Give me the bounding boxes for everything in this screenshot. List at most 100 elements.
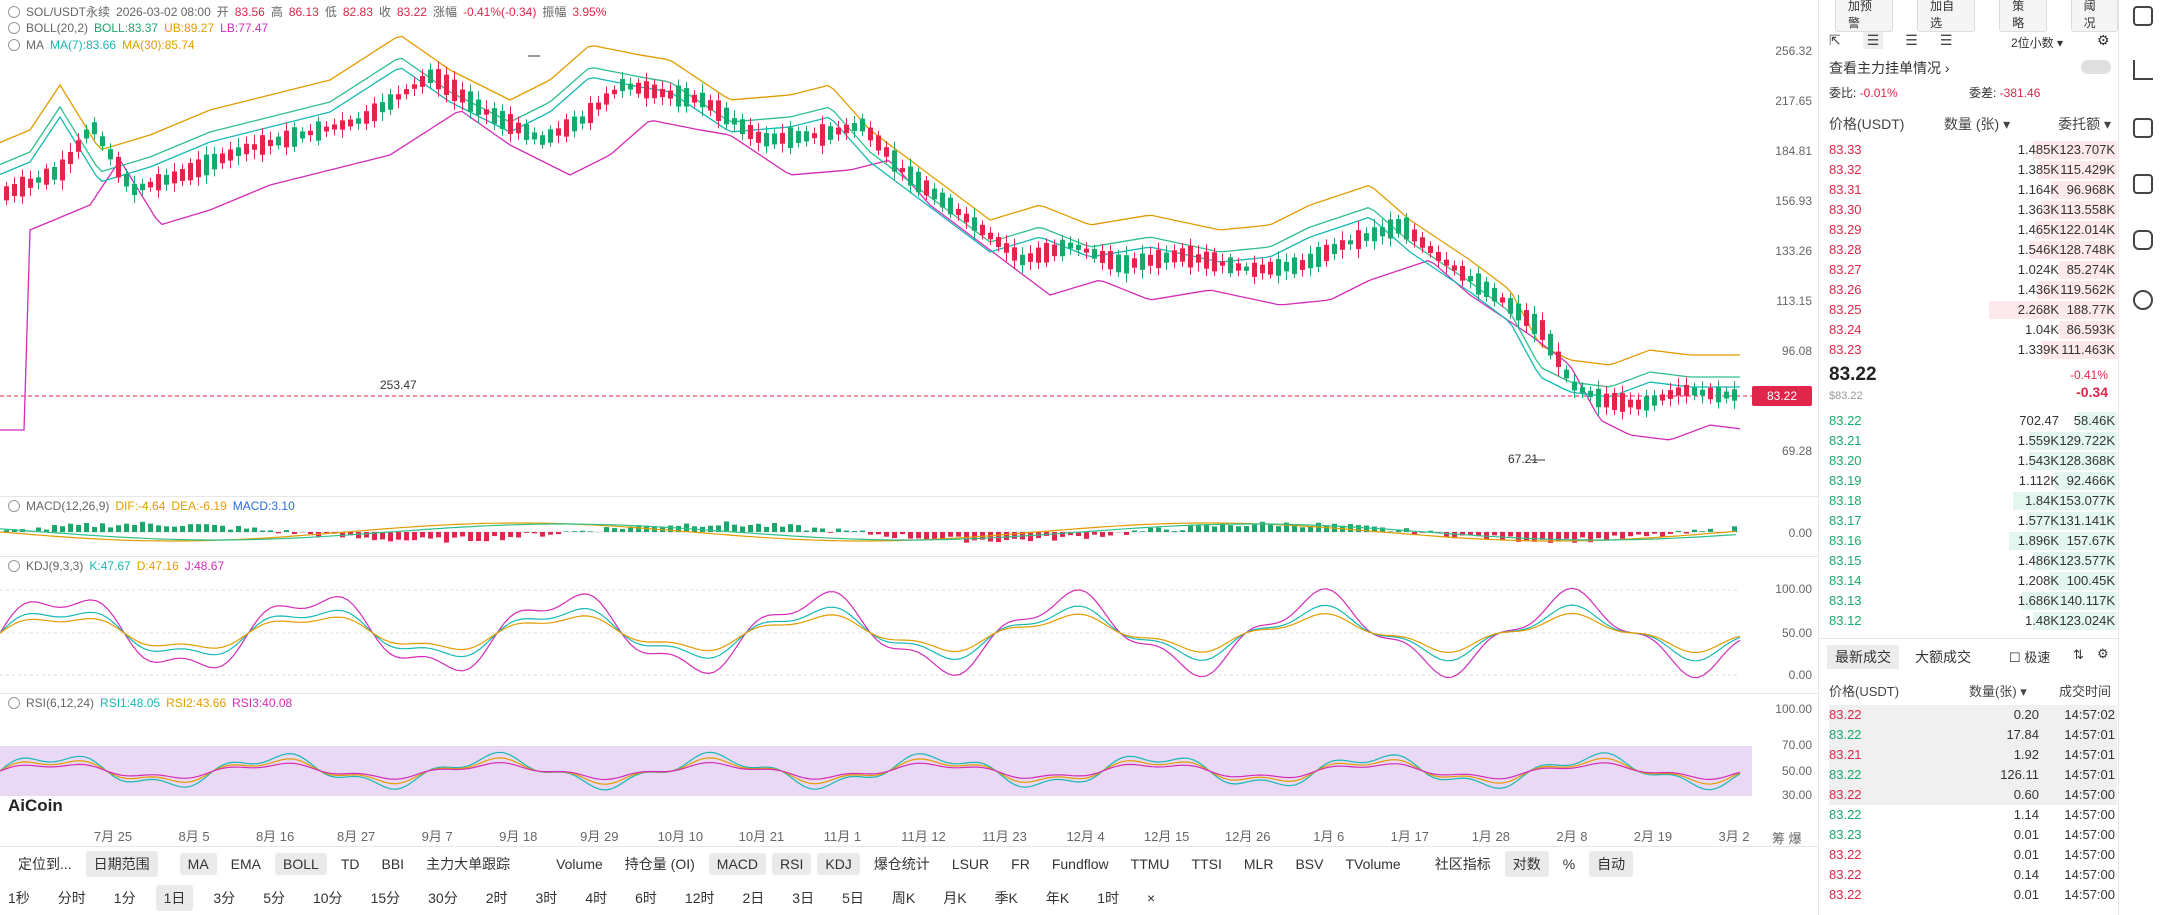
ask-row[interactable]: 83.23 1.339K 111.463K: [1829, 340, 2117, 360]
main-orders-toggle[interactable]: [2081, 60, 2111, 74]
indicator-4[interactable]: BBI: [381, 856, 405, 872]
sub-indicator-12[interactable]: BSV: [1295, 856, 1324, 872]
interval-6[interactable]: 10分: [312, 890, 343, 906]
liq-toggle[interactable]: 爆: [1788, 831, 1802, 846]
top-button-1[interactable]: 加自选: [1917, 0, 1976, 32]
top-button-3[interactable]: 阈况: [2070, 0, 2118, 32]
decimals-select[interactable]: 2位小数 ▾: [2011, 36, 2064, 50]
ask-row[interactable]: 83.33 1.485K 123.707K: [1829, 140, 2117, 160]
top-button-2[interactable]: 策略: [1999, 0, 2047, 32]
col-qty[interactable]: 数量 (张) ▾: [1944, 116, 2011, 132]
locate-button[interactable]: 定位到...: [18, 856, 72, 872]
popout-icon[interactable]: ⇱: [1829, 32, 1841, 48]
bid-row[interactable]: 83.15 1.486K 123.577K: [1829, 551, 2117, 571]
bid-row[interactable]: 83.13 1.686K 140.117K: [1829, 591, 2117, 611]
sub-indicator-11[interactable]: MLR: [1243, 856, 1274, 872]
bid-row[interactable]: 83.21 1.559K 129.722K: [1829, 431, 2117, 451]
bid-row[interactable]: 83.12 1.48K 123.024K: [1829, 611, 2117, 631]
settings-icon[interactable]: ⚙: [2097, 646, 2109, 661]
bid-row[interactable]: 83.18 1.84K 153.077K: [1829, 491, 2117, 511]
bid-row[interactable]: 83.14 1.208K 100.45K: [1829, 571, 2117, 591]
interval-19[interactable]: 季K: [994, 890, 1018, 906]
macd-name[interactable]: MACD(12,26,9): [26, 499, 110, 513]
interval-7[interactable]: 15分: [370, 890, 401, 906]
sub-indicator-13[interactable]: TVolume: [1345, 856, 1401, 872]
sub-indicator-3[interactable]: RSI: [772, 853, 812, 875]
calculator-icon[interactable]: [2133, 118, 2153, 138]
ask-row[interactable]: 83.26 1.436K 119.562K: [1829, 280, 2117, 300]
filter-icon[interactable]: ⇅: [2073, 647, 2084, 662]
interval-10[interactable]: 3时: [535, 890, 558, 906]
ask-row[interactable]: 83.31 1.164K 96.968K: [1829, 180, 2117, 200]
kdj-name[interactable]: KDJ(9,3,3): [26, 559, 84, 573]
chart-icon[interactable]: [2133, 60, 2153, 80]
interval-20[interactable]: 年K: [1045, 890, 1070, 906]
community-indicators-button[interactable]: 社区指标: [1434, 856, 1491, 872]
top-button-0[interactable]: 加预警: [1835, 0, 1894, 32]
interval-1[interactable]: 分时: [57, 890, 86, 906]
indicator-3[interactable]: TD: [340, 856, 360, 872]
boll-name[interactable]: BOLL(20,2): [26, 21, 89, 35]
ask-row[interactable]: 83.27 1.024K 85.274K: [1829, 260, 2117, 280]
eye-icon[interactable]: [8, 500, 20, 512]
sub-indicator-7[interactable]: FR: [1011, 856, 1030, 872]
interval-18[interactable]: 月K: [943, 890, 967, 906]
bid-row[interactable]: 83.19 1.112K 92.466K: [1829, 471, 2117, 491]
indicator-2[interactable]: BOLL: [275, 853, 327, 875]
indicator-1[interactable]: EMA: [230, 856, 262, 872]
close-interval-button[interactable]: ×: [1147, 890, 1156, 906]
indicator-0[interactable]: MA: [179, 853, 217, 875]
sub-indicator-4[interactable]: KDJ: [817, 853, 860, 875]
interval-11[interactable]: 4时: [585, 890, 608, 906]
tab-big-trades[interactable]: 大额成交: [1915, 649, 1971, 665]
ask-row[interactable]: 83.30 1.363K 113.558K: [1829, 200, 2117, 220]
card-icon[interactable]: [2133, 174, 2153, 194]
sub-indicator-10[interactable]: TTSI: [1191, 856, 1222, 872]
bot-icon[interactable]: [2133, 230, 2153, 250]
interval-16[interactable]: 5日: [842, 890, 864, 906]
interval-13[interactable]: 12时: [684, 890, 715, 906]
ask-row[interactable]: 83.32 1.385K 115.429K: [1829, 160, 2117, 180]
bid-row[interactable]: 83.22 702.47 58.46K: [1829, 411, 2117, 431]
date-range-button[interactable]: 日期范围: [85, 851, 158, 877]
col-amt[interactable]: 委托额 ▾: [2058, 116, 2111, 132]
interval-9[interactable]: 2时: [485, 890, 508, 906]
interval-8[interactable]: 30分: [428, 890, 458, 906]
eye-icon[interactable]: [8, 560, 20, 572]
sub-indicator-0[interactable]: Volume: [556, 856, 603, 872]
ob-asks-icon[interactable]: ☰: [1939, 32, 1953, 48]
interval-15[interactable]: 3日: [792, 890, 815, 906]
main-orders-link[interactable]: 查看主力挂单情况 ›: [1829, 60, 1950, 76]
ob-both-icon[interactable]: ☰: [1862, 32, 1884, 49]
sub-indicator-9[interactable]: TTMU: [1130, 856, 1170, 872]
log-scale-toggle[interactable]: 对数: [1504, 851, 1549, 877]
price-chart-svg[interactable]: [0, 0, 1760, 826]
ask-row[interactable]: 83.28 1.546K 128.748K: [1829, 240, 2117, 260]
ask-row[interactable]: 83.24 1.04K 86.593K: [1829, 320, 2117, 340]
chip-toggle[interactable]: 筹: [1772, 831, 1786, 846]
eye-icon[interactable]: [8, 39, 20, 51]
sub-indicator-6[interactable]: LSUR: [951, 856, 990, 872]
interval-2[interactable]: 1分: [113, 890, 136, 906]
sub-indicator-1[interactable]: 持仓量 (OI): [624, 856, 695, 872]
interval-4[interactable]: 3分: [213, 890, 236, 906]
interval-17[interactable]: 周K: [891, 890, 916, 906]
interval-3[interactable]: 1日: [155, 885, 194, 911]
sub-indicator-8[interactable]: Fundflow: [1051, 856, 1109, 872]
ma-name[interactable]: MA: [26, 38, 44, 52]
fast-mode-checkbox[interactable]: ☐ 极速: [2009, 650, 2051, 665]
sub-indicator-2[interactable]: MACD: [708, 853, 767, 875]
bid-row[interactable]: 83.16 1.896K 157.67K: [1829, 531, 2117, 551]
interval-5[interactable]: 5分: [263, 890, 285, 906]
indicator-5[interactable]: 主力大单跟踪: [426, 856, 511, 872]
settings-icon[interactable]: ⚙: [2097, 32, 2110, 48]
kline-chart-area[interactable]: SOL/USDT永续 2026-03-02 08:00 开 83.56 高 86.1…: [0, 0, 1818, 915]
ask-row[interactable]: 83.29 1.465K 122.014K: [1829, 220, 2117, 240]
eye-icon[interactable]: [8, 5, 20, 18]
percent-toggle[interactable]: %: [1562, 856, 1576, 872]
rsi-name[interactable]: RSI(6,12,24): [26, 696, 95, 710]
eye-icon[interactable]: [8, 697, 20, 709]
auto-scale-toggle[interactable]: 自动: [1589, 851, 1634, 877]
ob-bids-icon[interactable]: ☰: [1905, 32, 1918, 48]
target-icon[interactable]: [2133, 290, 2153, 310]
